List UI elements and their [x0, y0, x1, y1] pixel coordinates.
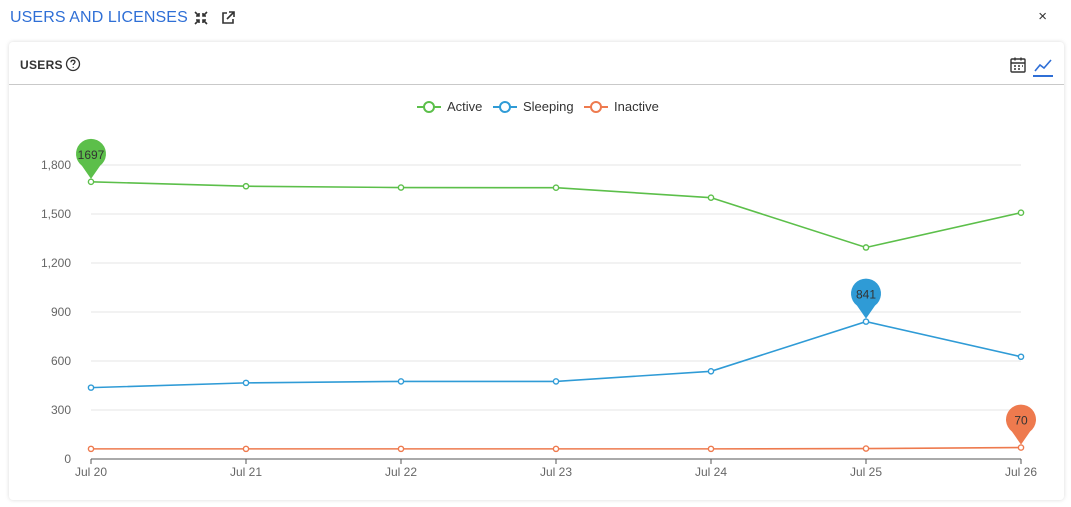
line-chart-icon: [1034, 59, 1052, 72]
card-header: USERS: [9, 42, 1064, 85]
y-tick-label: 1,800: [41, 158, 71, 172]
data-point[interactable]: [242, 445, 250, 453]
x-tick-label: Jul 22: [385, 465, 417, 479]
data-point[interactable]: [862, 445, 870, 452]
external-link-icon[interactable]: [220, 10, 236, 26]
collapse-icon[interactable]: [193, 10, 209, 26]
legend-label: Sleeping: [523, 99, 574, 114]
y-tick-label: 1,200: [41, 256, 71, 270]
data-point[interactable]: [1017, 209, 1025, 216]
data-point[interactable]: [552, 378, 560, 385]
data-point[interactable]: [552, 184, 560, 192]
series-line-sleeping: [90, 320, 1022, 389]
data-point[interactable]: [87, 445, 95, 453]
panel-title: USERS AND LICENSES: [10, 9, 188, 26]
y-tick-label: 1,500: [41, 207, 71, 221]
legend-item-active[interactable]: Active: [417, 99, 482, 114]
max-pin-active: 1697: [76, 138, 106, 179]
legend-label: Active: [447, 99, 482, 114]
data-point[interactable]: [242, 182, 250, 190]
x-tick-label: Jul 23: [540, 465, 572, 479]
y-tick-label: 300: [51, 403, 71, 417]
data-point[interactable]: [707, 194, 715, 201]
data-point[interactable]: [707, 445, 715, 453]
data-point[interactable]: [1017, 444, 1025, 451]
x-tick-label: Jul 20: [75, 465, 107, 479]
calendar-icon: [1010, 57, 1026, 73]
x-tick-label: Jul 25: [850, 465, 882, 479]
data-point[interactable]: [397, 184, 405, 191]
data-point[interactable]: [242, 379, 250, 387]
data-point[interactable]: [397, 378, 405, 385]
legend-item-sleeping[interactable]: Sleeping: [493, 99, 574, 114]
close-button[interactable]: ×: [1038, 8, 1047, 25]
y-tick-label: 600: [51, 354, 71, 368]
card-title: USERS: [20, 58, 63, 72]
series-line-active: [90, 181, 1022, 249]
x-tick-label: Jul 26: [1005, 465, 1037, 479]
max-pin-inactive: 70: [1005, 404, 1036, 445]
data-point[interactable]: [397, 445, 405, 453]
users-card: USERS: [9, 42, 1064, 500]
line-chart-view-button[interactable]: [1033, 55, 1053, 77]
legend-marker: [590, 101, 602, 113]
calendar-view-button[interactable]: [1008, 55, 1028, 77]
data-point[interactable]: [862, 244, 870, 251]
legend-marker: [499, 101, 511, 113]
data-point[interactable]: [552, 445, 560, 453]
pin-label: 841: [856, 288, 876, 302]
data-point[interactable]: [862, 318, 870, 325]
x-tick-label: Jul 24: [695, 465, 727, 479]
max-pin-sleeping: 841: [851, 278, 882, 319]
y-tick-label: 900: [51, 305, 71, 319]
y-tick-label: 0: [64, 452, 71, 466]
data-point[interactable]: [87, 178, 95, 186]
legend-label: Inactive: [614, 99, 659, 114]
data-point[interactable]: [1017, 353, 1025, 361]
panel-header: USERS AND LICENSES ×: [0, 0, 1071, 38]
legend-item-inactive[interactable]: Inactive: [584, 99, 659, 114]
help-icon[interactable]: [65, 56, 81, 72]
data-point[interactable]: [707, 367, 715, 375]
data-point[interactable]: [87, 384, 95, 391]
pin-label: 70: [1014, 414, 1028, 428]
pin-label: 1697: [78, 148, 105, 162]
x-tick-label: Jul 21: [230, 465, 262, 479]
legend-marker: [423, 101, 435, 113]
